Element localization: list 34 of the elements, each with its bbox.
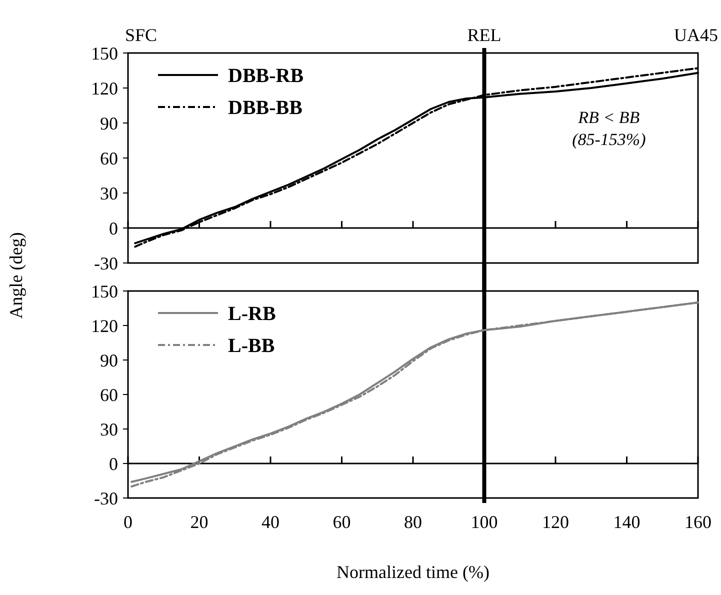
y-tick-label: 90: [100, 350, 118, 370]
legend-label: DBB-RB: [228, 65, 304, 87]
annotation: (85-153%): [572, 130, 646, 149]
text: SFC: [125, 25, 158, 45]
x-tick-label: 160: [684, 512, 712, 532]
legend-label: L-RB: [228, 303, 276, 325]
text: REL: [467, 25, 502, 45]
y-tick-label: -30: [94, 253, 118, 274]
y-tick-label: -30: [94, 488, 118, 508]
annotation: RB < BB: [577, 108, 640, 127]
y-tick-label: 30: [100, 183, 118, 204]
y-axis-title: Angle (deg): [6, 232, 26, 319]
x-tick-label: 60: [332, 512, 351, 532]
x-tick-label: 80: [404, 512, 422, 532]
x-tick-label: 120: [542, 512, 569, 532]
y-tick-label: 60: [100, 384, 118, 405]
y-tick-label: 0: [109, 454, 118, 474]
legend-label: DBB-BB: [228, 97, 302, 119]
x-tick-label: 0: [124, 512, 132, 532]
x-tick-label: 140: [613, 512, 640, 532]
y-tick-label: 30: [100, 419, 118, 440]
y-tick-label: 60: [100, 148, 118, 168]
y-tick-label: 120: [91, 78, 118, 98]
y-tick-label: 150: [91, 43, 118, 64]
x-tick-label: 20: [190, 512, 208, 532]
y-tick-label: 120: [91, 316, 118, 336]
x-axis-title: Normalized time (%): [336, 562, 490, 582]
x-tick-label: 40: [262, 512, 280, 532]
y-tick-label: 150: [91, 281, 118, 302]
x-tick-label: 100: [470, 512, 498, 532]
y-tick-label: 0: [109, 218, 118, 238]
legend-label: L-BB: [228, 335, 275, 357]
text: UA45: [674, 25, 718, 45]
y-tick-label: 90: [100, 113, 118, 134]
